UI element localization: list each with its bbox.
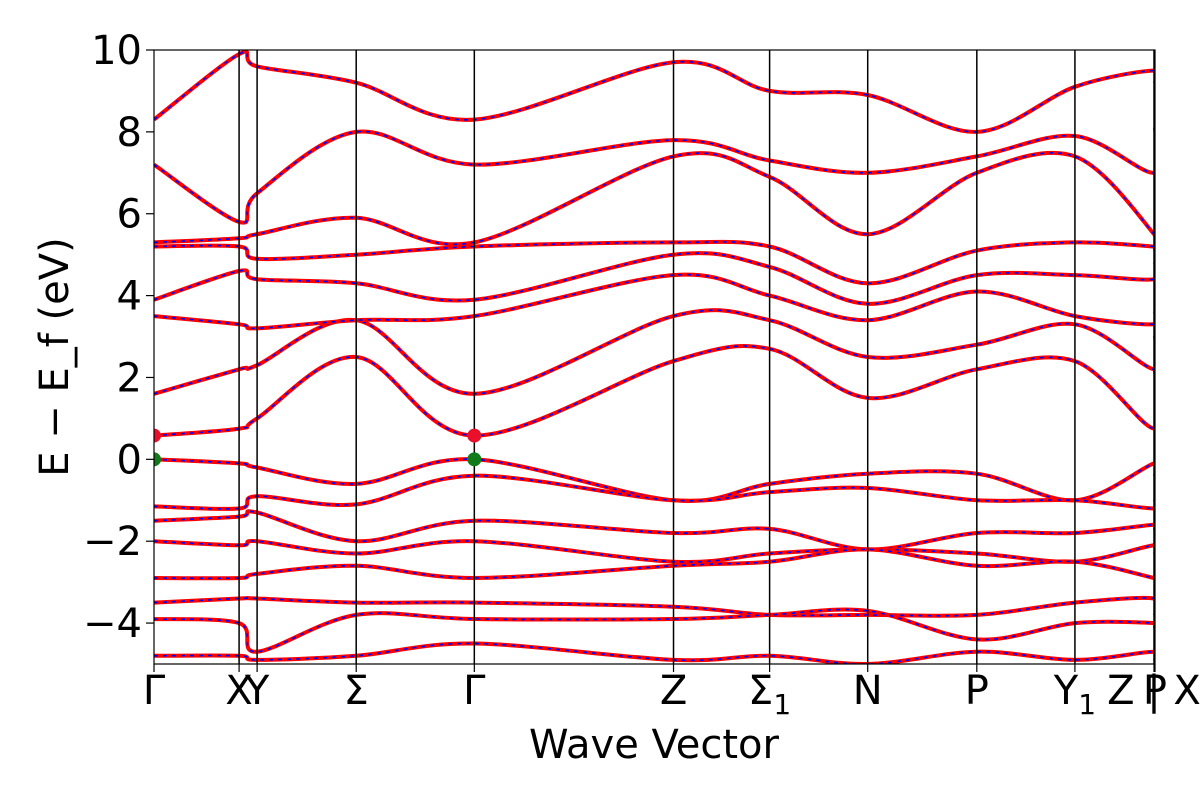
cbm-marker-0	[154, 428, 161, 443]
band-dash-6	[154, 127, 1155, 224]
y-tick-label-3: 2	[117, 355, 142, 401]
y-tick-label-2: 0	[117, 437, 142, 483]
plot-frame	[153, 49, 1156, 665]
x-tick-label-1: X	[225, 668, 252, 714]
x-tick-label-2: Y	[244, 668, 270, 714]
y-tick-label-0: −4	[83, 601, 142, 647]
x-tick-label-0: Γ	[143, 668, 166, 714]
high-symmetry-lines	[238, 50, 1155, 664]
x-tick-label-3: Σ	[344, 668, 369, 714]
x-tick-label-8: P	[965, 668, 989, 714]
x-tick-label-11: P	[1143, 668, 1167, 714]
band-dash-13	[154, 597, 1155, 617]
y-axis-ticks: −4 −2 0 2 4 6 8 10	[83, 28, 154, 647]
x-axis-ticks: Γ XY Σ Γ Z Σ1 N P Y1 Z | XP	[143, 664, 1200, 721]
x-tick-label-6: Σ1	[748, 668, 791, 721]
band-dash-0	[154, 345, 1155, 437]
y-tick-label-7: 10	[91, 28, 142, 74]
band-dash-10	[154, 510, 1155, 551]
x-tick-label-10: Z | X	[1107, 668, 1200, 714]
band-dash-14	[154, 608, 1155, 653]
vbm-marker-3	[467, 452, 482, 467]
y-tick-label-6: 8	[117, 110, 142, 156]
band-dash-1	[154, 309, 1155, 395]
band-dash-5	[154, 152, 1155, 251]
y-tick-label-5: 6	[117, 192, 142, 238]
x-tick-label-5: Z	[660, 668, 687, 714]
y-tick-label-4: 4	[117, 274, 142, 320]
x-tick-label-4: Γ	[463, 668, 486, 714]
y-tick-label-1: −2	[83, 519, 142, 565]
x-tick-label-7: N	[853, 668, 883, 714]
extrema-markers	[154, 428, 482, 467]
y-axis-label: E − E_f (eV)	[32, 237, 78, 476]
x-axis-label: Wave Vector	[529, 722, 780, 768]
cbm-marker-1	[467, 428, 482, 443]
vbm-marker-2	[154, 452, 161, 467]
x-tick-label-9: Y1	[1053, 668, 1096, 721]
